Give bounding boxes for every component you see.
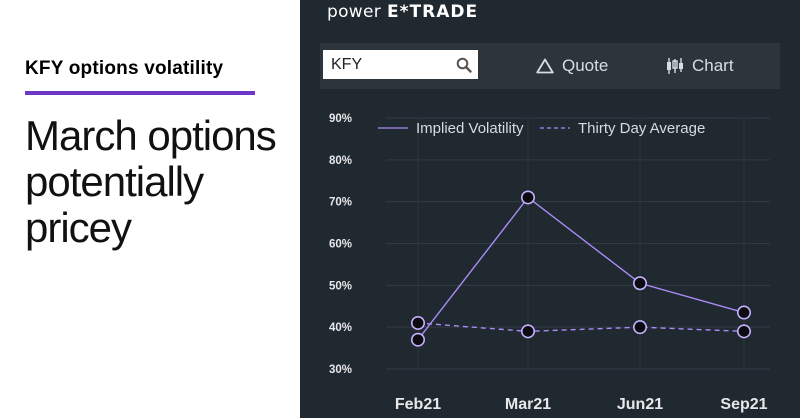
- volatility-chart: Implied Volatility Thirty Day Average 30%…: [320, 101, 780, 418]
- logo-prefix: power: [327, 2, 382, 22]
- y-tick-label: 70%: [329, 197, 352, 209]
- y-tick-label: 60%: [329, 239, 352, 251]
- series-line: [417, 322, 745, 333]
- x-tick-label: Jun21: [617, 396, 663, 413]
- quote-button-label: Quote: [562, 56, 609, 75]
- app-logo: power E*TRADE: [327, 2, 478, 22]
- legend-label: Implied Volatility: [416, 120, 524, 137]
- data-point: [736, 305, 751, 320]
- y-tick-label: 90%: [329, 113, 352, 125]
- toolbar: Quote Chart: [320, 43, 780, 89]
- article-panel: KFY options volatility March options pot…: [0, 0, 300, 418]
- chart-button[interactable]: Chart: [666, 56, 734, 76]
- candlestick-icon: [667, 58, 683, 74]
- article-headline: March options potentially pricey: [25, 112, 277, 251]
- y-tick-label: 50%: [329, 280, 352, 292]
- chart-button-label: Chart: [692, 56, 734, 75]
- x-tick-label: Feb21: [395, 396, 441, 413]
- data-point: [521, 324, 536, 339]
- x-tick-label: Sep21: [720, 396, 767, 413]
- data-point: [632, 320, 647, 335]
- chart-svg: Implied Volatility Thirty Day Average 30%…: [329, 113, 770, 413]
- triangle-icon: [536, 58, 554, 74]
- symbol-search-input[interactable]: [323, 50, 478, 79]
- y-tick-label: 80%: [329, 155, 352, 167]
- data-point: [632, 276, 647, 291]
- search-icon[interactable]: [456, 57, 472, 73]
- data-point: [411, 332, 426, 347]
- x-tick-label: Mar21: [505, 396, 551, 413]
- data-point: [411, 315, 426, 330]
- kicker-underline: [25, 91, 255, 95]
- logo-brand: E*TRADE: [387, 2, 479, 22]
- y-tick-label: 40%: [329, 322, 352, 334]
- quote-button[interactable]: Quote: [536, 56, 608, 76]
- series-line: [417, 196, 745, 341]
- article-kicker: KFY options volatility: [25, 58, 224, 79]
- data-point: [736, 324, 751, 339]
- data-point: [521, 190, 536, 205]
- legend-label: Thirty Day Average: [578, 120, 705, 137]
- y-tick-label: 30%: [329, 364, 352, 376]
